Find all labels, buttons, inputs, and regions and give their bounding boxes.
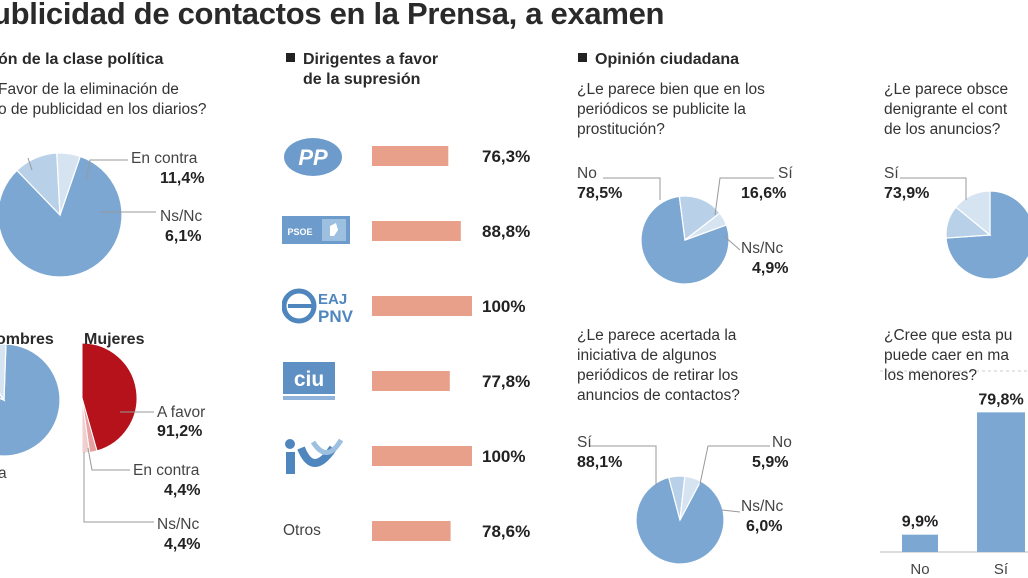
left-question-line-2: o de publicidad en los diarios? [0, 101, 207, 118]
q2-nsnc-label: Ns/Nc [741, 498, 784, 515]
q4-bar-1 [977, 412, 1025, 552]
left-contra-value: 11,4% [160, 170, 205, 187]
left-contra-label: En contra [131, 150, 198, 167]
q3-si-label: Sí [884, 165, 899, 182]
page-title: ublicidad de contactos en la Prensa, a e… [0, 0, 665, 31]
q1-line-1: ¿Le parece bien que en los [577, 81, 765, 98]
q4-bar-0 [902, 534, 938, 552]
bar-label-0: 76,3% [482, 147, 530, 166]
q1-si-value: 16,6% [741, 185, 787, 202]
bar-1 [372, 221, 461, 241]
middle-heading-line-2: de la supresión [303, 71, 421, 88]
mujeres-leader-contra [87, 447, 130, 471]
hombres-label: ombres [0, 331, 54, 348]
q2-line-1: ¿Le parece acertada la [577, 327, 737, 344]
left-nsnc-value: 6,1% [165, 228, 202, 245]
q2-line-4: anuncios de contactos? [577, 387, 740, 404]
q2-leader-no [699, 445, 770, 485]
q4-bar-category-1: Sí [994, 561, 1009, 578]
q1-leader-no [603, 177, 661, 200]
q3-pie-slice-2 [955, 190, 991, 237]
bar-label-4: 100% [482, 447, 525, 466]
q1-leader-si [714, 177, 774, 216]
left-pie-leader-favor [27, 157, 33, 171]
q4-bar-value-0: 9,9% [902, 514, 938, 531]
pp-logo-text: PP [298, 145, 328, 170]
bar-label-5: 78,6% [482, 522, 530, 541]
left-nsnc-label: Ns/Nc [160, 208, 203, 225]
left-heading: ón de la clase política [0, 51, 164, 68]
q1-si-label: Sí [778, 165, 793, 182]
bar-label-3: 77,8% [482, 372, 530, 391]
bar-4 [372, 446, 472, 466]
hombres-pie-slice-2 [0, 343, 7, 402]
mujeres-pie-slice-2 [81, 397, 91, 454]
otros-label: Otros [283, 522, 321, 539]
bar-2 [372, 296, 472, 316]
mujeres-label: Mujeres [84, 331, 145, 348]
iu-logo [285, 438, 344, 474]
bar-5 [372, 521, 451, 541]
bar-0 [372, 146, 449, 166]
q2-line-2: iniciativa de algunos [577, 347, 717, 364]
q1-no-label: No [577, 165, 597, 182]
hombres-partial-label: a [0, 465, 7, 482]
q3-leader-si [900, 177, 967, 200]
bar-label-1: 88,8% [482, 222, 530, 241]
q3-pie-slice-0 [945, 190, 1028, 280]
left-pie-slice-2 [56, 152, 81, 216]
q2-nsnc-value: 6,0% [746, 518, 783, 535]
q1-no-value: 78,5% [577, 185, 623, 202]
psoe-logo: PSOE [282, 216, 350, 244]
bar-3 [372, 371, 450, 391]
q3-line-2: denigrante el cont [884, 101, 1008, 118]
q3-si-value: 73,9% [884, 185, 930, 202]
hombres-pie-slice-0 [0, 343, 61, 457]
q2-leader-nsnc [721, 509, 741, 513]
eaj-pnv-logo: EAJ PNV [282, 288, 354, 326]
ciu-logo-text: ciu [294, 368, 324, 391]
q2-si-label: Sí [577, 434, 592, 451]
pp-logo: PP [284, 138, 342, 176]
q3-line-3: de los anuncios? [884, 121, 1001, 138]
q1-leader-nsnc [723, 235, 741, 251]
psoe-logo-text: PSOE [287, 227, 312, 237]
q1-pie-slice-2 [684, 212, 728, 241]
left-pie-leader-contra [85, 159, 128, 181]
q4-line-2: puede caer en ma [884, 347, 1009, 364]
q2-leader-si [590, 445, 657, 486]
mujeres-nsnc-value: 4,4% [164, 536, 201, 553]
q3-line-1: ¿Le parece obsce [884, 81, 1009, 98]
q2-no-value: 5,9% [752, 454, 789, 471]
q2-si-value: 88,1% [577, 454, 623, 471]
mujeres-pie-slice-0 [81, 342, 138, 452]
left-question-line-1: Favor de la eliminación de [0, 81, 179, 98]
pnv-logo-text: PNV [318, 307, 354, 326]
mujeres-favor-label: A favor [157, 404, 206, 421]
q1-nsnc-value: 4,9% [752, 260, 789, 277]
left-pie-slice-0 [0, 155, 123, 278]
q1-pie-slice-1 [678, 195, 721, 242]
q4-line-3: los menores? [884, 367, 978, 384]
q2-pie-slice-0 [635, 476, 725, 565]
middle-heading-line-1: Dirigentes a favor [286, 50, 438, 69]
mujeres-nsnc-label: Ns/Nc [157, 516, 200, 533]
q4-line-1: ¿Cree que esta pu [884, 327, 1013, 344]
q2-no-label: No [772, 434, 792, 451]
bar-label-2: 100% [482, 297, 525, 316]
mujeres-contra-value: 4,4% [164, 482, 201, 499]
eaj-logo-text: EAJ [318, 291, 347, 308]
q1-line-2: periódicos se publicite la [577, 101, 746, 118]
mujeres-contra-label: En contra [133, 462, 200, 479]
q1-nsnc-label: Ns/Nc [741, 240, 784, 257]
ciu-logo: ciu [283, 362, 335, 400]
q2-line-3: periódicos de retirar los [577, 367, 739, 384]
right-heading: Opinión ciudadana [578, 50, 739, 69]
mujeres-leader-nsnc [83, 452, 154, 523]
q4-bar-value-1: 79,8% [978, 391, 1023, 408]
q4-bar-category-0: No [910, 561, 929, 578]
q1-line-3: prostitución? [577, 121, 665, 138]
mujeres-favor-value: 91,2% [157, 423, 203, 440]
